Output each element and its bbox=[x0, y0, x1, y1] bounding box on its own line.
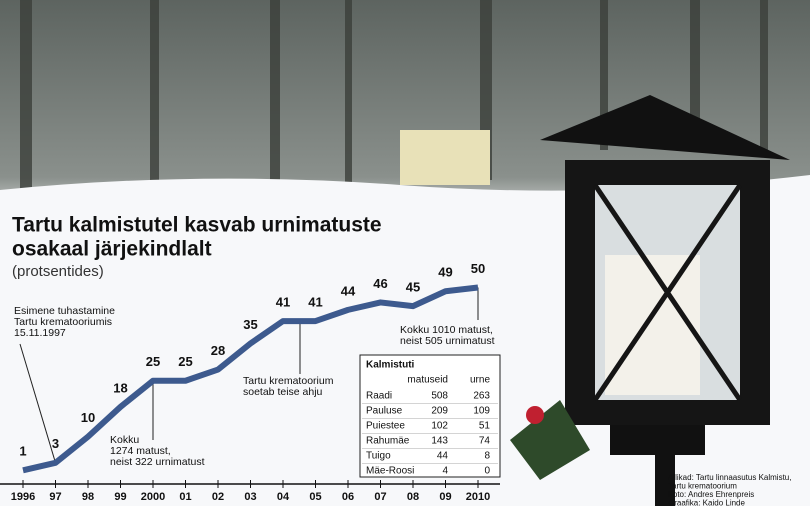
table-row-name: Puiestee bbox=[366, 421, 405, 432]
table-row-name: Tuigo bbox=[366, 451, 391, 462]
table-row-name: Rahumäe bbox=[366, 436, 410, 447]
x-tick-label: 2000 bbox=[141, 491, 165, 503]
data-label: 41 bbox=[276, 295, 290, 310]
x-tick-label: 08 bbox=[407, 491, 419, 503]
table-cell: 8 bbox=[484, 451, 490, 462]
data-label: 1 bbox=[19, 444, 26, 459]
table-cell: 74 bbox=[479, 436, 491, 447]
table-cell: 109 bbox=[473, 406, 490, 417]
x-tick-label: 97 bbox=[49, 491, 61, 503]
chart-title: Tartu kalmistutel kasvab urnimatuste bbox=[12, 214, 382, 237]
annotation: neist 322 urnimatust bbox=[110, 456, 205, 468]
table-row-name: Mäe-Roosi bbox=[366, 466, 414, 477]
data-label: 44 bbox=[341, 283, 356, 298]
x-tick-label: 06 bbox=[342, 491, 354, 503]
table-header: urne bbox=[470, 375, 490, 386]
table-cell: 209 bbox=[431, 406, 448, 417]
data-label: 25 bbox=[178, 354, 192, 369]
x-tick-label: 1996 bbox=[11, 491, 35, 503]
annotation: neist 505 urnimatust bbox=[400, 335, 495, 347]
data-label: 50 bbox=[471, 261, 485, 276]
x-tick-label: 98 bbox=[82, 491, 94, 503]
x-tick-label: 02 bbox=[212, 491, 224, 503]
table-header: matuseid bbox=[407, 375, 448, 386]
infographic: Tartu kalmistutel kasvab urnimatusteosak… bbox=[0, 0, 810, 506]
data-label: 46 bbox=[373, 276, 387, 291]
data-label: 28 bbox=[211, 343, 225, 358]
data-label: 25 bbox=[146, 354, 160, 369]
table-row-name: Raadi bbox=[366, 391, 392, 402]
house bbox=[400, 130, 490, 185]
x-tick-label: 05 bbox=[309, 491, 321, 503]
x-tick-label: 03 bbox=[244, 491, 256, 503]
table-row-name: Pauluse bbox=[366, 406, 403, 417]
table-cell: 102 bbox=[431, 421, 448, 432]
x-tick-label: 09 bbox=[439, 491, 451, 503]
table-cell: 508 bbox=[431, 391, 448, 402]
x-tick-label: 07 bbox=[374, 491, 386, 503]
x-tick-label: 99 bbox=[114, 491, 126, 503]
table-title: Kalmistuti bbox=[366, 360, 415, 371]
table-cell: 143 bbox=[431, 436, 448, 447]
data-label: 49 bbox=[438, 265, 452, 280]
x-tick-label: 01 bbox=[179, 491, 191, 503]
data-label: 41 bbox=[308, 295, 322, 310]
data-label: 3 bbox=[52, 436, 59, 451]
subtitle: (protsentides) bbox=[12, 263, 104, 280]
table-cell: 0 bbox=[484, 466, 490, 477]
table-cell: 51 bbox=[479, 421, 491, 432]
x-tick-label: 2010 bbox=[466, 491, 490, 503]
data-label: 45 bbox=[406, 280, 420, 295]
data-label: 10 bbox=[81, 410, 95, 425]
credit: Graafika: Kaido Linde bbox=[668, 499, 745, 506]
table-cell: 4 bbox=[442, 466, 448, 477]
table-cell: 263 bbox=[473, 391, 490, 402]
annotation: soetab teise ahju bbox=[243, 386, 323, 398]
chart-title: osakaal järjekindlalt bbox=[12, 238, 212, 261]
table-cell: 44 bbox=[437, 451, 449, 462]
data-label: 35 bbox=[243, 317, 257, 332]
data-label: 18 bbox=[113, 380, 127, 395]
x-tick-label: 04 bbox=[277, 491, 290, 503]
annotation: 15.11.1997 bbox=[14, 327, 66, 339]
